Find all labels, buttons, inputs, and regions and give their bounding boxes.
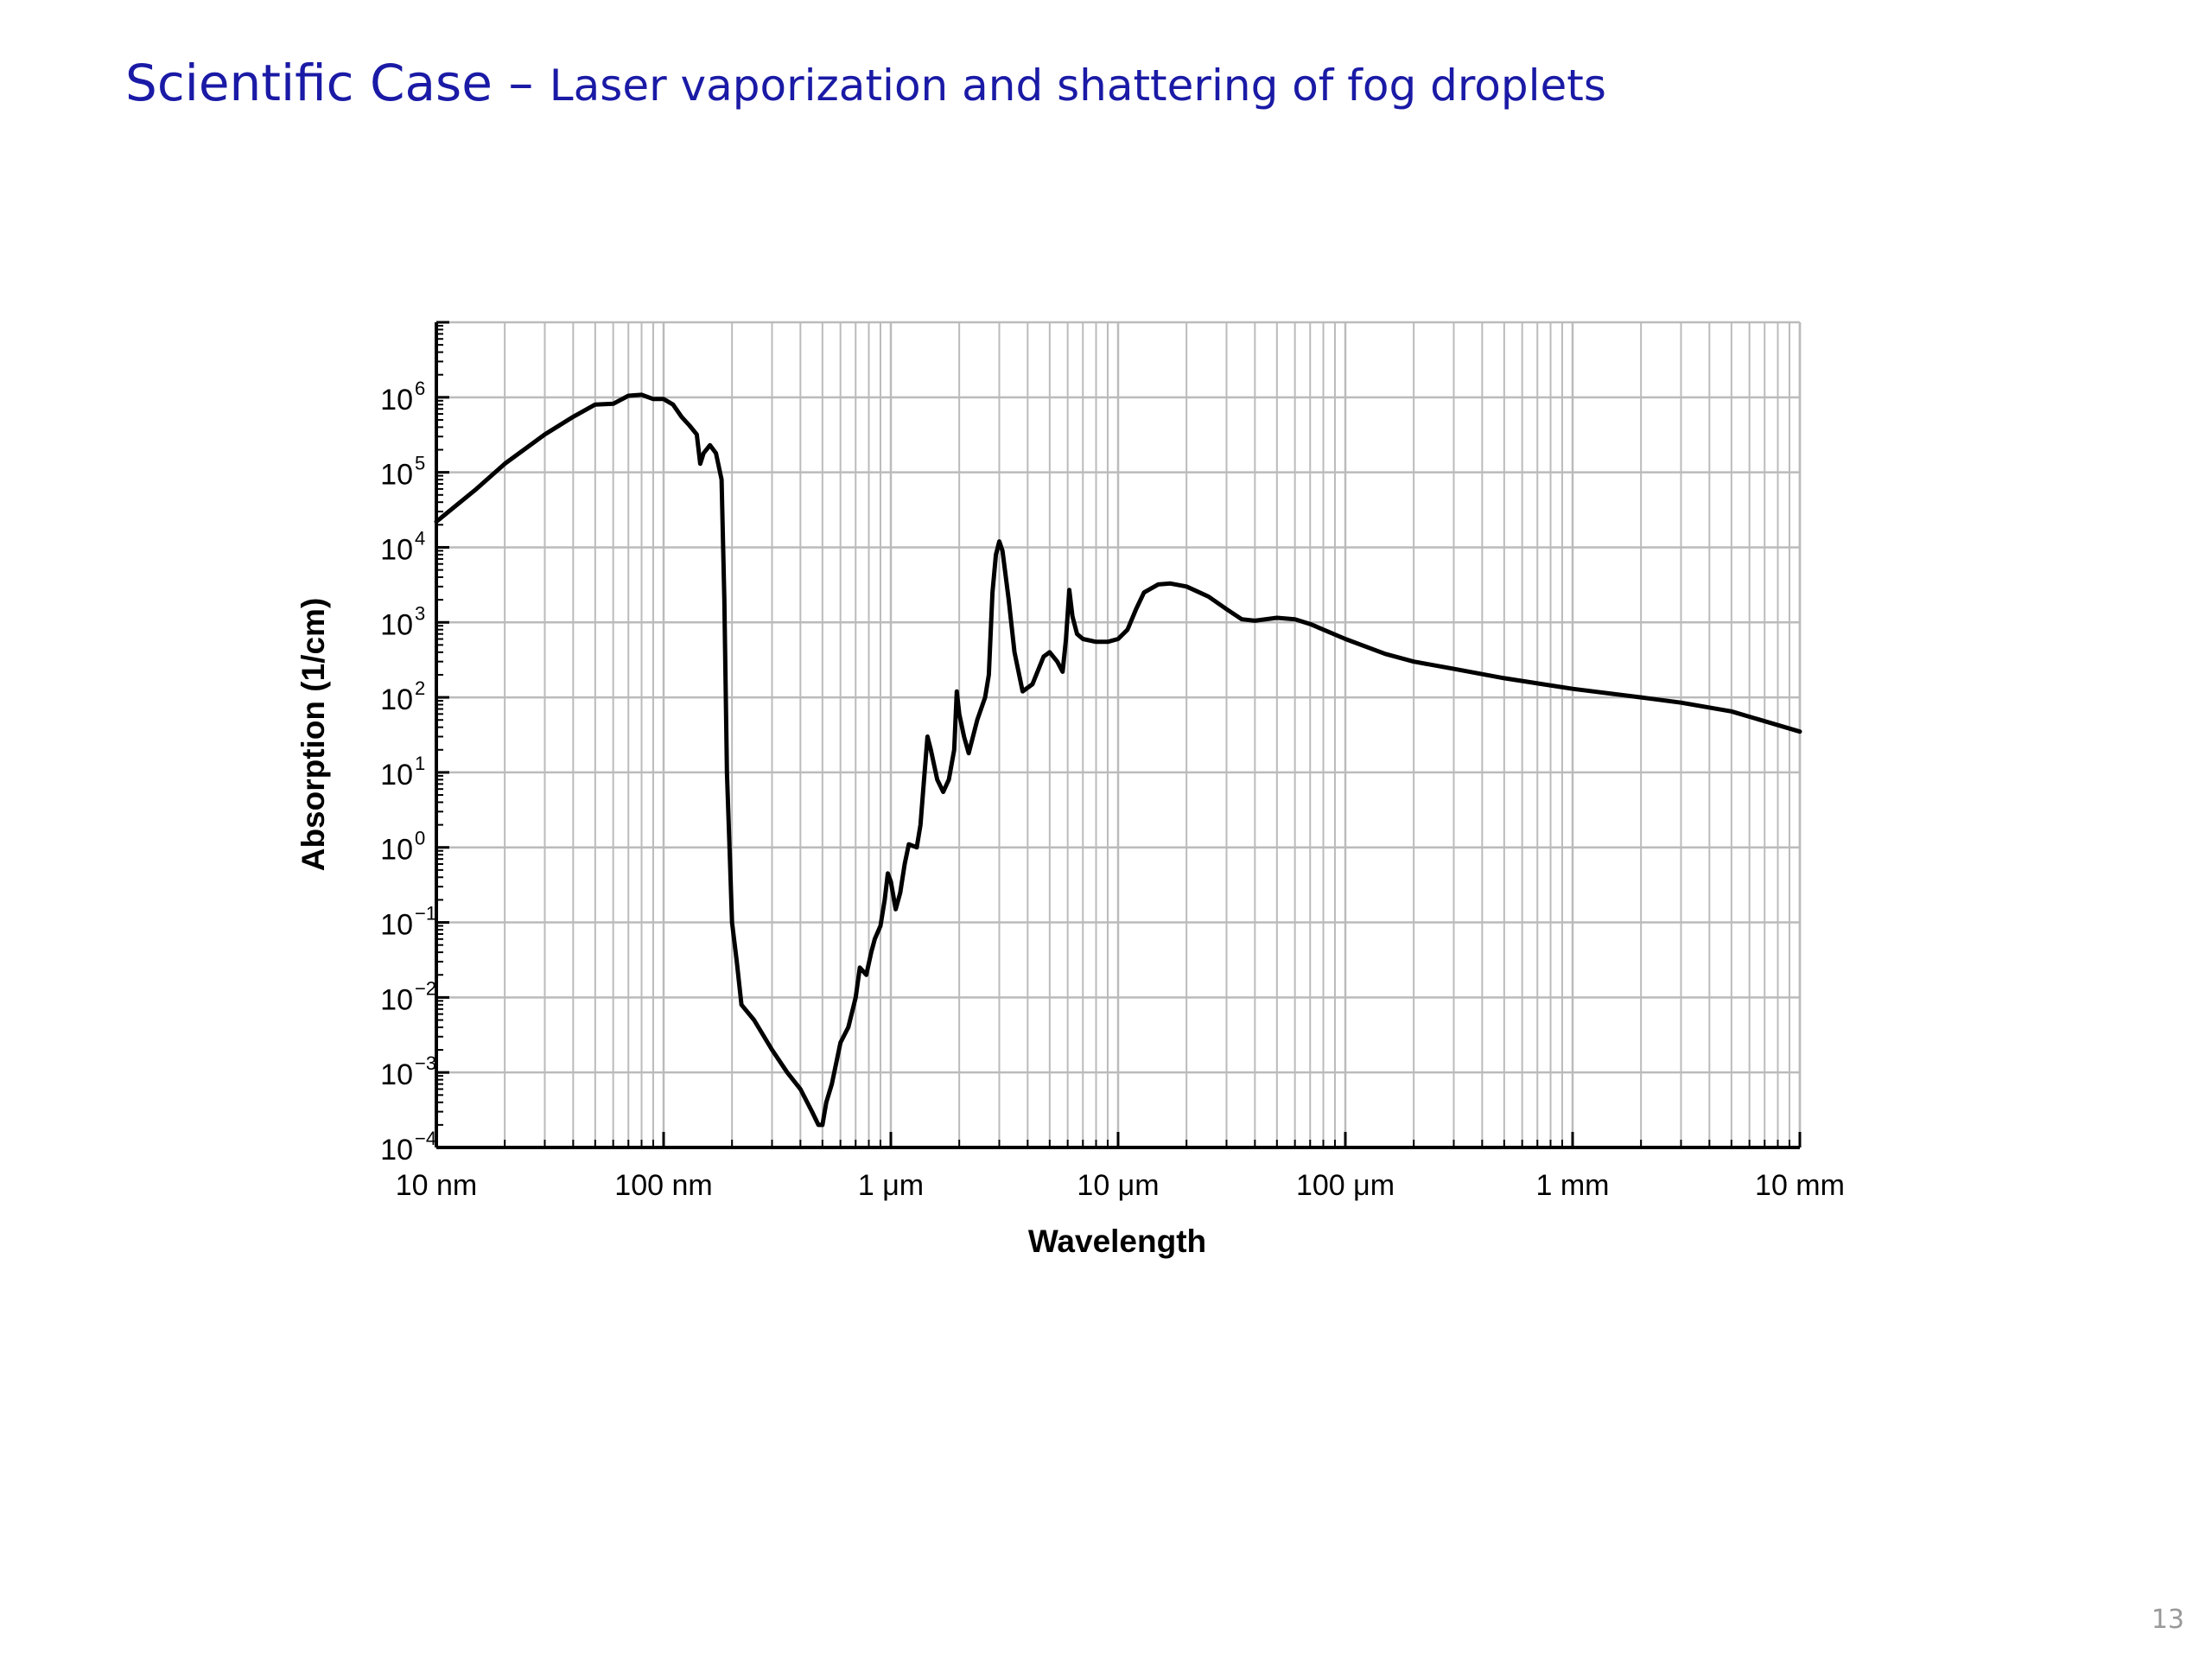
slide-title-main: Scientific Case: [125, 54, 493, 112]
y-tick-label: 10: [380, 683, 413, 716]
y-tick-exponent: 3: [415, 602, 425, 624]
y-tick-exponent: 5: [415, 453, 425, 474]
y-tick-label: 10: [380, 533, 413, 566]
y-tick-exponent: −1: [415, 903, 436, 925]
y-tick-label: 10: [380, 1134, 413, 1166]
x-tick-label: 10 μm: [1077, 1169, 1159, 1202]
slide-title-dash: –: [492, 54, 550, 112]
slide-title: Scientific Case – Laser vaporization and…: [125, 54, 1606, 112]
x-tick-label: 10 mm: [1755, 1169, 1845, 1202]
y-tick-label: 10: [380, 1058, 413, 1091]
y-tick-label: 10: [380, 459, 413, 492]
slide-title-subtitle: Laser vaporization and shattering of fog…: [549, 60, 1606, 111]
x-axis-label: Wavelength: [1028, 1224, 1206, 1259]
page-number: 13: [2151, 1605, 2184, 1635]
x-tick-label: 100 μm: [1296, 1169, 1395, 1202]
y-axis-label: Absorption (1/cm): [296, 598, 331, 872]
y-tick-exponent: −3: [415, 1052, 436, 1074]
x-tick-label: 1 mm: [1536, 1169, 1610, 1202]
y-tick-label: 10: [380, 608, 413, 641]
y-tick-label: 10: [380, 909, 413, 942]
y-tick-exponent: 0: [415, 828, 425, 849]
y-tick-exponent: 1: [415, 753, 425, 774]
x-tick-label: 100 nm: [614, 1169, 712, 1202]
y-tick-label: 10: [380, 983, 413, 1016]
y-tick-exponent: 6: [415, 378, 425, 399]
y-tick-exponent: 4: [415, 527, 425, 549]
chart-minor-grid: [504, 322, 1790, 1147]
y-tick-label: 10: [380, 834, 413, 867]
x-tick-label: 1 μm: [858, 1169, 924, 1202]
x-tick-label: 10 nm: [396, 1169, 478, 1202]
y-tick-label: 10: [380, 384, 413, 416]
y-tick-exponent: −2: [415, 977, 436, 999]
y-tick-exponent: −4: [415, 1128, 436, 1149]
absorption-series-line: [434, 392, 1802, 1128]
y-tick-exponent: 2: [415, 677, 425, 699]
y-tick-label: 10: [380, 759, 413, 791]
chart-ticks: [435, 321, 1802, 1149]
